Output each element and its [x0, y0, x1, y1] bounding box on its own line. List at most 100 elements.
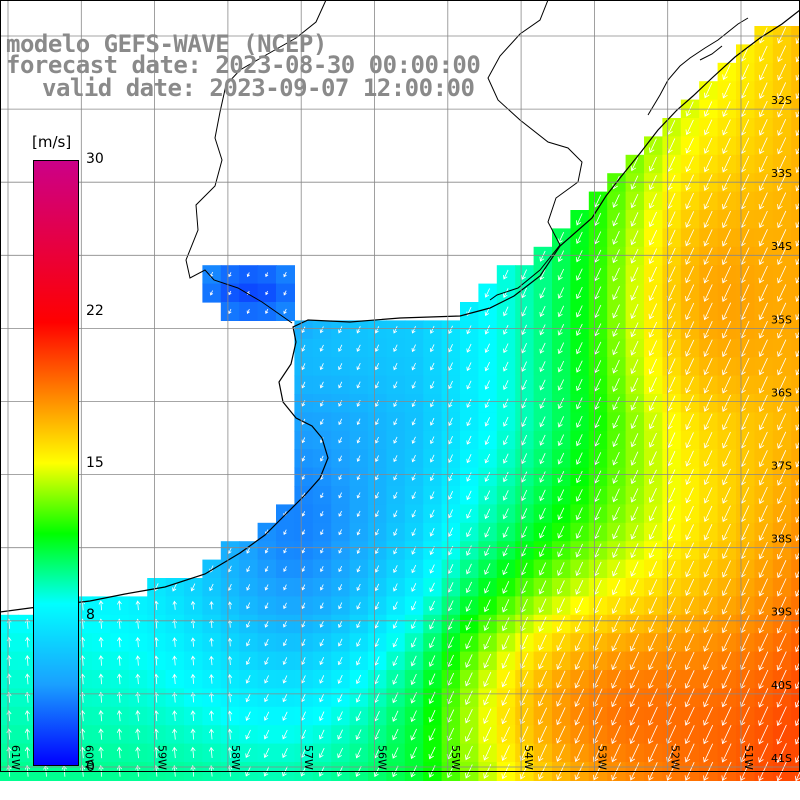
wind-arrow	[502, 435, 509, 446]
wind-cell	[312, 412, 332, 432]
lat-label: 33S	[771, 167, 792, 180]
wind-arrow	[448, 454, 453, 463]
wind-arrow	[574, 652, 584, 670]
wind-arrow	[484, 435, 490, 446]
wind-arrow	[685, 339, 695, 357]
wind-arrow	[630, 230, 639, 246]
lat-label: 37S	[771, 460, 792, 473]
wind-arrow	[429, 637, 436, 649]
wind-cell	[791, 725, 800, 745]
wind-cell	[386, 467, 406, 487]
wind-arrow	[703, 706, 714, 726]
wind-arrow	[374, 547, 380, 555]
wind-arrow	[502, 562, 510, 576]
wind-arrow	[355, 747, 362, 759]
wind-cell	[202, 578, 222, 597]
wind-cell	[791, 302, 800, 321]
wind-arrow	[612, 194, 620, 208]
wind-arrow	[721, 670, 732, 689]
wind-arrow	[265, 272, 269, 278]
wind-arrow	[356, 602, 361, 610]
wind-arrow	[484, 526, 491, 538]
wind-arrow	[539, 342, 546, 354]
wind-arrow	[484, 472, 491, 482]
wind-arrow	[264, 675, 269, 684]
wind-cell	[312, 578, 332, 597]
wind-arrow	[777, 82, 787, 100]
wind-arrow	[411, 564, 417, 574]
wind-arrow	[502, 581, 510, 594]
wind-arrow	[685, 432, 694, 449]
lon-label: 55W	[449, 745, 462, 770]
colorbar-tick-0: 0	[86, 759, 95, 775]
wind-arrow	[411, 528, 416, 537]
wind-arrow	[703, 284, 713, 302]
wind-arrow	[592, 670, 603, 689]
wind-cell	[220, 283, 240, 303]
wind-arrow	[264, 547, 269, 554]
wind-arrow	[98, 636, 104, 648]
wind-arrow	[374, 565, 380, 573]
wind-arrow	[648, 469, 657, 485]
wind-arrow	[684, 706, 695, 726]
wind-arrow	[465, 709, 473, 724]
wind-cell	[331, 430, 351, 450]
wind-arrow	[319, 693, 325, 703]
wind-arrow	[685, 487, 694, 504]
wind-arrow	[758, 633, 769, 652]
wind-arrow	[428, 709, 436, 723]
wind-arrow	[685, 321, 695, 339]
wind-arrow	[630, 248, 639, 264]
wind-arrow	[556, 616, 566, 633]
wind-cell	[791, 651, 800, 671]
wind-arrow	[556, 652, 566, 670]
wind-arrow	[337, 711, 343, 722]
wind-arrow	[557, 471, 565, 484]
wind-arrow	[557, 287, 565, 299]
wind-arrow	[98, 673, 104, 685]
wind-cell	[386, 559, 406, 579]
wind-arrow	[227, 746, 233, 758]
wind-arrow	[794, 752, 800, 763]
wind-arrow	[703, 156, 713, 173]
wind-arrow	[575, 470, 583, 484]
wind-arrow	[283, 602, 287, 610]
wind-arrow	[575, 543, 583, 558]
wind-arrow	[777, 155, 787, 173]
wind-arrow	[338, 326, 343, 334]
wind-arrow	[647, 688, 658, 708]
wind-arrow	[374, 619, 380, 629]
wind-arrow	[722, 82, 731, 99]
wind-cell	[791, 375, 800, 395]
wind-arrow	[521, 434, 528, 446]
wind-arrow	[521, 343, 527, 354]
wind-arrow	[721, 247, 732, 266]
wind-arrow	[758, 192, 768, 210]
wind-arrow	[320, 492, 324, 499]
wind-cell	[791, 412, 800, 432]
lon-label: 52W	[669, 745, 682, 770]
wind-arrow	[538, 744, 547, 762]
wind-arrow	[283, 547, 287, 554]
wind-arrow	[411, 436, 416, 444]
wind-arrow	[209, 290, 214, 296]
wind-arrow	[209, 692, 214, 703]
wind-arrow	[648, 266, 658, 283]
wind-arrow	[393, 418, 398, 426]
wind-arrow	[557, 379, 565, 391]
wind-arrow	[190, 655, 196, 666]
wind-cell	[791, 338, 800, 358]
wind-arrow	[648, 670, 658, 689]
wind-arrow	[393, 528, 398, 536]
wind-arrow	[703, 542, 713, 559]
wind-arrow	[721, 321, 732, 339]
wind-arrow	[539, 379, 546, 391]
wind-cell	[386, 338, 406, 358]
wind-arrow	[795, 679, 800, 690]
colorbar-tick-8: 8	[86, 607, 95, 623]
wind-arrow	[411, 601, 417, 611]
wind-cell	[349, 578, 369, 597]
wind-arrow	[338, 344, 343, 352]
wind-arrow	[538, 562, 547, 576]
wind-arrow	[722, 192, 731, 210]
